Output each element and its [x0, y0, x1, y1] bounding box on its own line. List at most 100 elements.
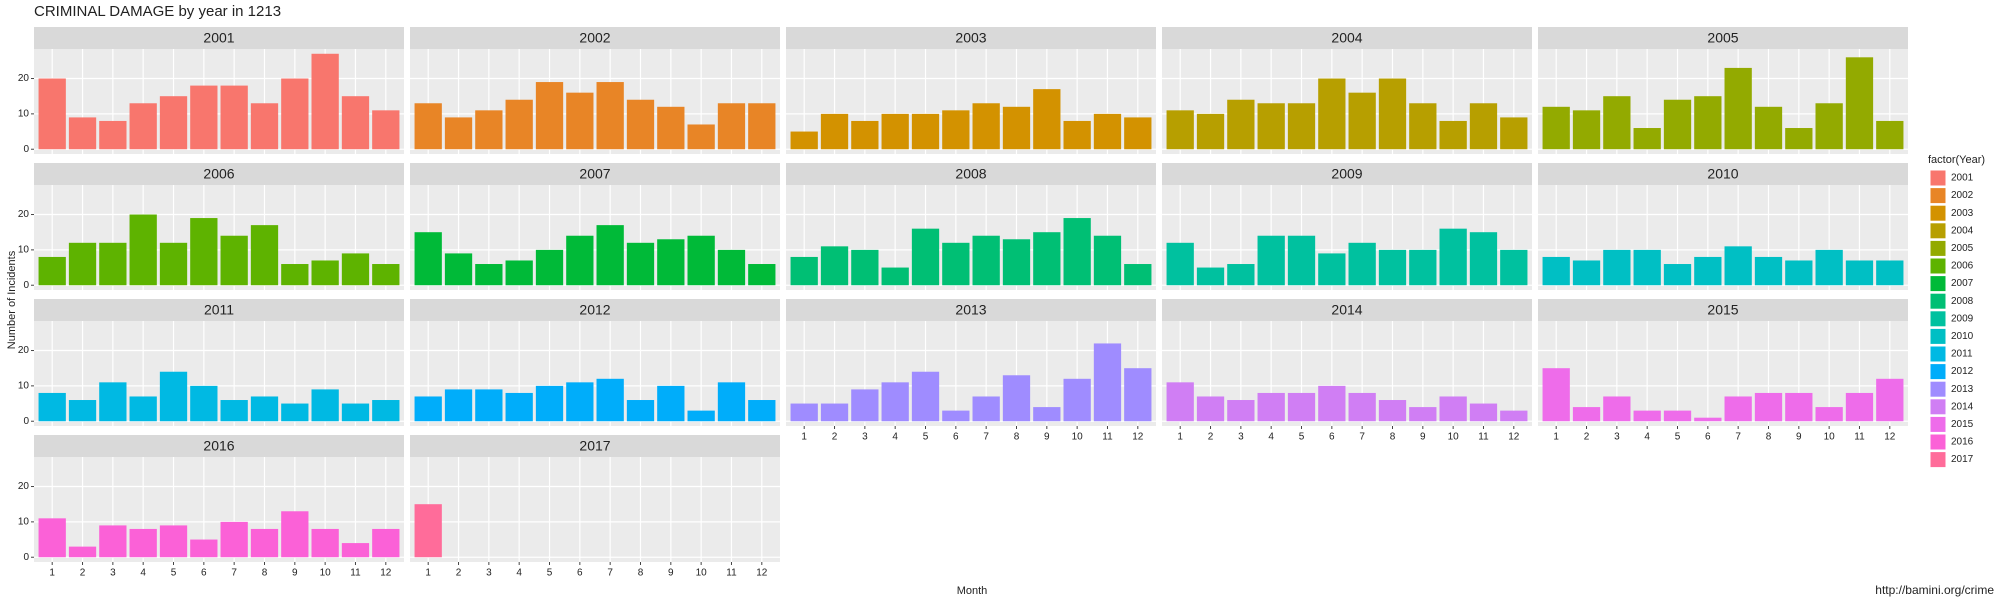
x-tick-label: 4	[1644, 432, 1650, 443]
strip-label: 2011	[204, 302, 234, 318]
bar	[1033, 89, 1061, 150]
bar	[1603, 249, 1631, 286]
strip-label: 2005	[1707, 30, 1738, 46]
x-tick-label: 7	[1359, 432, 1365, 443]
strip	[1162, 163, 1532, 185]
bar	[159, 242, 188, 286]
bar	[311, 389, 339, 422]
x-tick-label: 5	[1299, 432, 1305, 443]
x-tick-label: 12	[1508, 432, 1520, 443]
x-tick-label: 5	[547, 568, 553, 579]
strip-label: 2014	[1331, 302, 1362, 318]
bar	[341, 543, 370, 558]
bar	[38, 518, 66, 558]
bar	[99, 242, 127, 286]
bar	[942, 110, 970, 150]
legend-key	[1929, 380, 1947, 398]
bar	[1409, 249, 1437, 286]
bar	[657, 239, 685, 286]
bar	[687, 410, 715, 422]
bar	[657, 385, 685, 422]
bar	[1439, 228, 1467, 286]
bar	[1815, 407, 1843, 422]
bar	[1318, 385, 1346, 422]
bar	[1409, 103, 1437, 150]
bar	[1318, 253, 1346, 286]
bar	[1469, 103, 1498, 150]
bar	[911, 371, 940, 422]
legend-label: 2006	[1951, 261, 1974, 272]
bar	[851, 249, 879, 286]
legend-title: factor(Year)	[1928, 154, 1985, 166]
x-tick-label: 3	[862, 432, 868, 443]
strip-label: 2006	[203, 166, 234, 182]
strip	[786, 299, 1156, 321]
x-tick-label: 6	[1705, 432, 1711, 443]
bar	[1439, 120, 1467, 150]
bar	[1633, 410, 1661, 422]
legend-key	[1929, 310, 1947, 328]
legend-key	[1929, 187, 1947, 205]
bar	[626, 242, 655, 286]
bar	[444, 117, 473, 150]
bar	[38, 392, 66, 422]
bar	[1724, 67, 1752, 150]
legend-key	[1929, 451, 1947, 469]
y-tick-label: 20	[18, 481, 30, 492]
bar	[1318, 78, 1346, 150]
strip-label: 2017	[579, 438, 610, 454]
bar	[1287, 392, 1316, 422]
bar	[1633, 249, 1661, 286]
x-tick-label: 3	[110, 568, 116, 579]
x-tick-label: 1	[1177, 432, 1183, 443]
bar	[250, 103, 279, 150]
bar	[972, 235, 1000, 286]
bar	[1196, 113, 1225, 150]
bar	[1694, 96, 1722, 150]
bar	[311, 528, 339, 558]
x-tick-label: 6	[577, 568, 583, 579]
x-tick-label: 11	[726, 568, 737, 579]
legend-label: 2002	[1951, 190, 1974, 201]
x-tick-label: 10	[696, 568, 708, 579]
x-tick-label: 9	[1796, 432, 1802, 443]
bar	[1694, 256, 1722, 286]
x-tick-label: 1	[1553, 432, 1559, 443]
x-tick-label: 1	[425, 568, 431, 579]
legend-label: 2011	[1951, 349, 1973, 360]
bar	[1166, 110, 1194, 150]
x-tick-label: 1	[801, 432, 807, 443]
bar	[626, 99, 655, 150]
bar	[1348, 242, 1376, 286]
bar	[942, 410, 970, 422]
legend-key	[1929, 345, 1947, 363]
strip	[1538, 27, 1908, 49]
bar	[1542, 106, 1570, 150]
bar	[1227, 99, 1255, 150]
chart-title: CRIMINAL DAMAGE by year in 1213	[34, 3, 281, 20]
x-tick-label: 11	[1854, 432, 1865, 443]
bar	[1124, 264, 1152, 286]
bar	[790, 131, 818, 150]
x-tick-label: 11	[1478, 432, 1489, 443]
bar	[1257, 103, 1285, 150]
x-tick-label: 7	[231, 568, 237, 579]
x-tick-label: 8	[1014, 432, 1020, 443]
bar	[159, 371, 188, 422]
bar	[250, 225, 279, 286]
bar	[1166, 242, 1194, 286]
bar	[881, 267, 909, 286]
y-tick-label: 10	[18, 517, 30, 528]
legend-key	[1929, 433, 1947, 451]
legend-key	[1929, 415, 1947, 433]
bar	[220, 235, 248, 286]
bar	[1754, 256, 1783, 286]
bar	[1500, 249, 1528, 286]
bar	[1663, 410, 1692, 422]
bar	[1033, 232, 1061, 286]
y-tick-label: 20	[18, 345, 30, 356]
bar	[1500, 410, 1528, 422]
bar	[281, 78, 309, 150]
bar	[341, 253, 370, 286]
legend-key	[1929, 275, 1947, 293]
